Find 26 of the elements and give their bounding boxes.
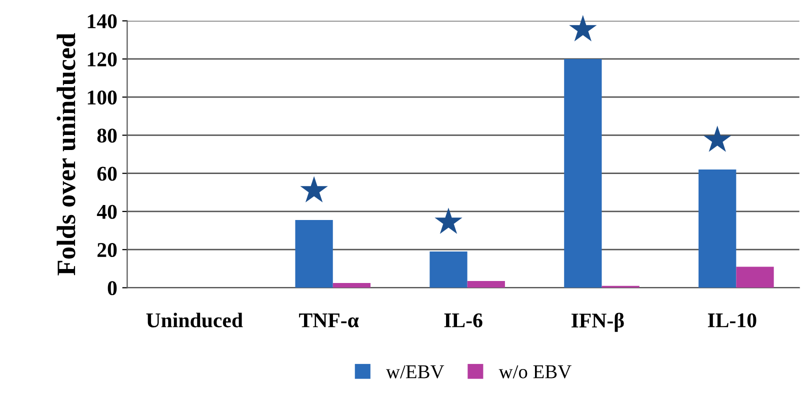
y-tick-label: 20 <box>98 242 117 258</box>
annotation: ★ <box>434 208 462 234</box>
bar <box>698 170 736 288</box>
y-tick-label: 0 <box>108 281 117 296</box>
bar <box>430 252 468 288</box>
legend-label: w/EBV <box>386 365 444 378</box>
bar <box>295 220 333 288</box>
y-tick-label: 60 <box>97 166 117 181</box>
y-tick-label: 100 <box>88 90 117 105</box>
y-tick-label: 140 <box>88 14 117 28</box>
bar <box>564 58 602 288</box>
x-tick-label: IFN-β <box>572 312 624 332</box>
x-tick-label: TNF-α <box>299 314 359 328</box>
x-tick-label: Uninduced <box>146 312 243 328</box>
y-axis-title: Folds over uninduced <box>56 33 76 276</box>
y-tick-label: 120 <box>88 52 117 66</box>
x-tick-label: IL-10 <box>708 313 756 328</box>
y-tick-label: 40 <box>96 204 117 219</box>
legend-label: w/o EBV <box>498 365 572 378</box>
annotation: ★ <box>569 15 597 42</box>
x-tick-label: IL-6 <box>444 313 482 328</box>
bar <box>736 266 774 288</box>
y-tick-label: 80 <box>97 128 117 143</box>
bar <box>332 282 371 288</box>
annotation: ★ <box>300 176 328 202</box>
bar <box>467 281 505 288</box>
